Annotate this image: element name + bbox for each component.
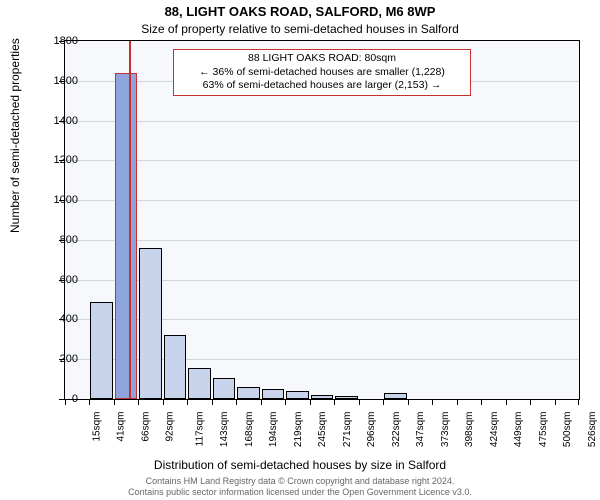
y-axis-label: Number of semi-detached properties — [8, 38, 22, 233]
gridline-h — [65, 160, 579, 161]
x-tick-label: 424sqm — [489, 412, 500, 448]
x-tick — [163, 399, 164, 405]
x-tick — [506, 399, 507, 405]
gridline-h — [65, 200, 579, 201]
x-tick-label: 347sqm — [415, 412, 426, 448]
chart-title: 88, LIGHT OAKS ROAD, SALFORD, M6 8WP — [0, 4, 600, 19]
bar — [90, 302, 113, 399]
x-tick — [138, 399, 139, 405]
x-tick-label: 66sqm — [140, 412, 151, 442]
x-tick — [212, 399, 213, 405]
gridline-h — [65, 121, 579, 122]
x-axis-label: Distribution of semi-detached houses by … — [0, 458, 600, 472]
x-tick — [481, 399, 482, 405]
bar — [262, 389, 285, 399]
x-tick-label: 475sqm — [538, 412, 549, 448]
gridline-h — [65, 240, 579, 241]
x-tick-label: 322sqm — [391, 412, 402, 448]
x-tick — [555, 399, 556, 405]
bar-highlight — [115, 73, 138, 399]
footer-attribution: Contains HM Land Registry data © Crown c… — [0, 476, 600, 498]
x-tick — [114, 399, 115, 405]
y-tick-label: 1800 — [54, 35, 78, 47]
chart-container: 88, LIGHT OAKS ROAD, SALFORD, M6 8WP Siz… — [0, 0, 600, 500]
x-tick — [408, 399, 409, 405]
footer-line2: Contains public sector information licen… — [128, 487, 472, 497]
x-tick — [334, 399, 335, 405]
y-tick-label: 1600 — [54, 75, 78, 87]
chart-subtitle: Size of property relative to semi-detach… — [0, 22, 600, 36]
bar — [311, 395, 334, 399]
footer-line1: Contains HM Land Registry data © Crown c… — [146, 476, 455, 486]
x-tick-label: 92sqm — [165, 412, 176, 442]
x-tick — [236, 399, 237, 405]
y-tick-label: 200 — [60, 353, 78, 365]
bar — [139, 248, 162, 399]
annotation-line1: 88 LIGHT OAKS ROAD: 80sqm — [180, 52, 464, 66]
x-tick-label: 271sqm — [342, 412, 353, 448]
bar — [335, 396, 358, 399]
x-tick-label: 373sqm — [440, 412, 451, 448]
x-tick — [285, 399, 286, 405]
bar — [213, 378, 236, 399]
y-tick-label: 400 — [60, 313, 78, 325]
bar — [164, 335, 187, 399]
x-tick — [578, 399, 579, 405]
x-tick-label: 500sqm — [562, 412, 573, 448]
x-tick-label: 526sqm — [587, 412, 598, 448]
x-tick-label: 143sqm — [219, 412, 230, 448]
y-tick-label: 1000 — [54, 194, 78, 206]
x-tick — [359, 399, 360, 405]
x-tick-label: 219sqm — [293, 412, 304, 448]
marker-line — [129, 41, 131, 399]
x-tick-label: 41sqm — [116, 412, 127, 442]
x-tick-label: 194sqm — [268, 412, 279, 448]
x-tick-label: 117sqm — [194, 412, 205, 447]
x-tick — [261, 399, 262, 405]
x-tick-label: 296sqm — [366, 412, 377, 448]
annotation-box: 88 LIGHT OAKS ROAD: 80sqm← 36% of semi-d… — [173, 49, 471, 96]
annotation-line3: 63% of semi-detached houses are larger (… — [180, 79, 464, 93]
y-tick-label: 1200 — [54, 154, 78, 166]
x-tick-label: 168sqm — [244, 412, 255, 448]
plot-area: 88 LIGHT OAKS ROAD: 80sqm← 36% of semi-d… — [64, 40, 580, 400]
x-tick — [65, 399, 66, 405]
x-tick-label: 449sqm — [513, 412, 524, 448]
x-tick-label: 245sqm — [317, 412, 328, 448]
bar — [237, 387, 260, 399]
y-tick-label: 600 — [60, 274, 78, 286]
x-tick-label: 15sqm — [92, 412, 103, 442]
y-tick-label: 800 — [60, 234, 78, 246]
y-tick-label: 1400 — [54, 115, 78, 127]
y-tick-label: 0 — [72, 393, 78, 405]
x-tick — [432, 399, 433, 405]
x-tick — [187, 399, 188, 405]
annotation-line2: ← 36% of semi-detached houses are smalle… — [180, 66, 464, 80]
x-tick — [89, 399, 90, 405]
x-tick — [383, 399, 384, 405]
x-tick — [530, 399, 531, 405]
bar — [384, 393, 407, 399]
bar — [286, 391, 309, 399]
x-tick — [457, 399, 458, 405]
x-tick — [310, 399, 311, 405]
x-tick-label: 398sqm — [464, 412, 475, 448]
bar — [188, 368, 211, 399]
